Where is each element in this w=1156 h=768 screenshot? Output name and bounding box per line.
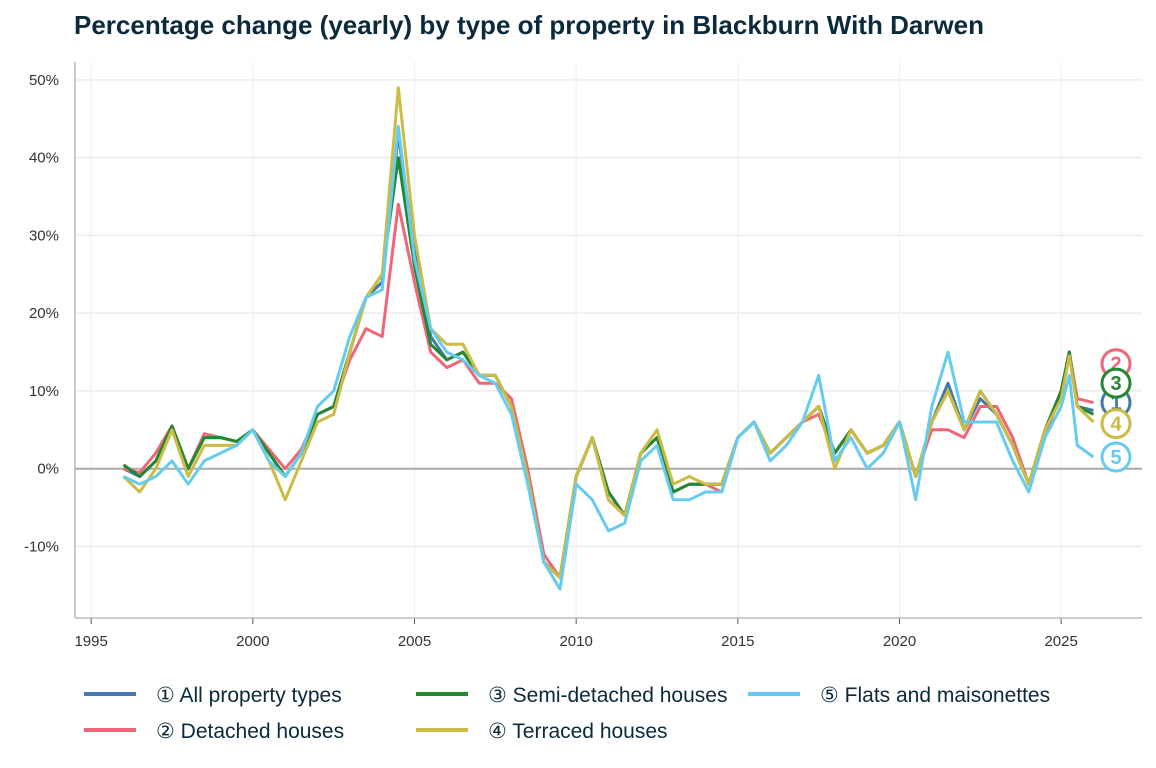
series-end-badge: [1100, 441, 1132, 473]
legend-label: ② Detached houses: [156, 720, 344, 743]
legend-label: ⑤ Flats and maisonettes: [820, 684, 1050, 707]
series-end-badge-label: 1: [1110, 393, 1121, 415]
x-tick-label: 1995: [74, 633, 107, 650]
legend-label: ③ Semi-detached houses: [488, 684, 727, 707]
x-tick-label: 2010: [559, 633, 592, 650]
y-tick-label: 40%: [29, 150, 59, 167]
series-line: [122, 156, 1095, 580]
series-end-badge-label: 5: [1110, 447, 1121, 469]
x-tick-label: 2015: [721, 633, 754, 650]
y-tick-label: 10%: [29, 383, 59, 400]
y-tick-label: 30%: [29, 227, 59, 244]
y-tick-label: 20%: [29, 305, 59, 322]
chart-title: Percentage change (yearly) by type of pr…: [74, 10, 984, 40]
legend-label: ④ Terraced houses: [488, 720, 668, 743]
series-end-badge: [1100, 367, 1132, 399]
x-tick-label: 2005: [398, 633, 431, 650]
series-line: [122, 86, 1095, 580]
x-tick-label: 2020: [883, 633, 916, 650]
x-tick-label: 2000: [236, 633, 269, 650]
y-tick-label: 50%: [29, 72, 59, 89]
series-line: [122, 125, 1095, 591]
y-tick-label: 0%: [37, 461, 59, 478]
series-end-badge-label: 4: [1110, 414, 1122, 436]
series-end-badge-label: 3: [1110, 373, 1121, 395]
series-end-badge-label: 2: [1110, 354, 1121, 376]
y-tick-label: -10%: [24, 538, 59, 555]
x-tick-label: 2025: [1044, 633, 1077, 650]
legend-label: ① All property types: [156, 684, 342, 707]
series-end-badge: [1100, 408, 1132, 440]
